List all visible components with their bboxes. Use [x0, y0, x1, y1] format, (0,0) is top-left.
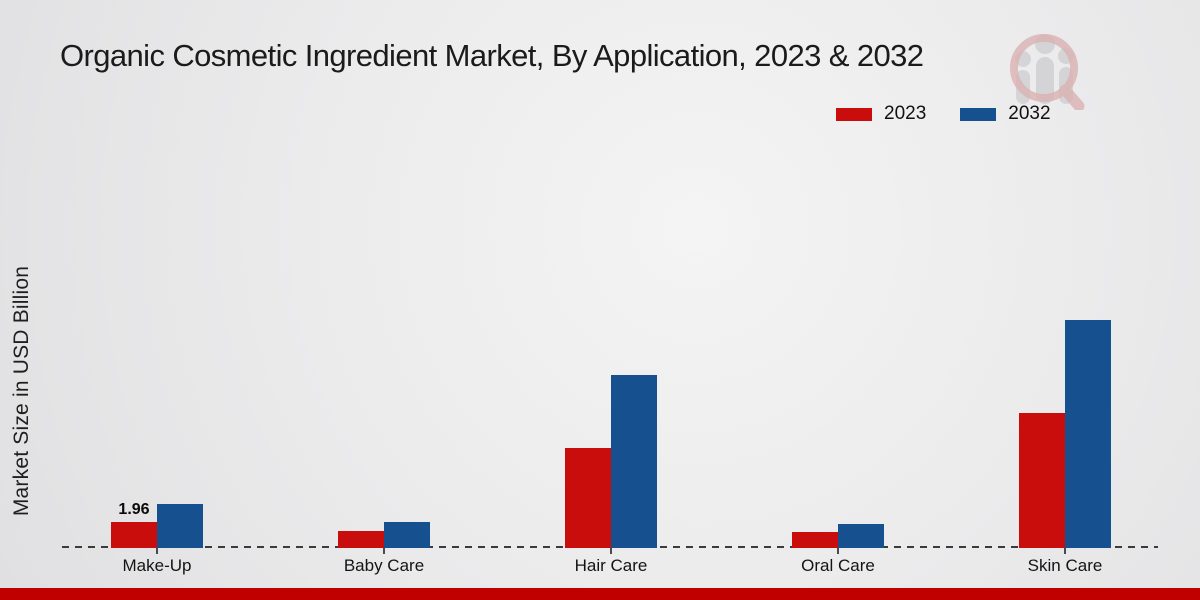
- x-axis-tick-skin-care: [1064, 548, 1066, 554]
- bar-value-label-2023-make-up: 1.96: [118, 500, 150, 518]
- x-axis-tick-oral-care: [837, 548, 839, 554]
- category-label-hair-care: Hair Care: [574, 556, 648, 575]
- bar-2023-baby-care: [338, 531, 384, 548]
- bar-2032-make-up: [157, 504, 203, 548]
- category-label-oral-care: Oral Care: [801, 556, 875, 575]
- legend-label-2032: 2032: [1008, 103, 1051, 124]
- bar-2023-hair-care: [565, 447, 611, 548]
- legend-item-2023: 2023: [836, 103, 926, 125]
- legend-item-2032: 2032: [960, 103, 1051, 125]
- legend-swatch-2023: [836, 107, 872, 121]
- category-label-make-up: Make-Up: [122, 556, 192, 575]
- x-axis-tick-baby-care: [383, 548, 385, 554]
- x-axis-tick-make-up: [156, 548, 158, 554]
- bar-2023-make-up: [111, 521, 157, 548]
- legend-swatch-2032: [960, 107, 997, 121]
- category-label-skin-care: Skin Care: [1027, 556, 1103, 575]
- bar-2032-hair-care: [611, 375, 657, 548]
- x-axis-tick-hair-care: [610, 548, 612, 554]
- bar-2032-baby-care: [384, 521, 430, 548]
- chart-title: Organic Cosmetic Ingredient Market, By A…: [60, 38, 924, 73]
- bar-2032-skin-care: [1065, 320, 1111, 548]
- bottom-accent-bar: [0, 588, 1200, 600]
- category-label-baby-care: Baby Care: [343, 556, 425, 575]
- legend: 2023 2032: [836, 103, 1051, 125]
- legend-label-2023: 2023: [884, 103, 927, 124]
- brand-watermark-logo: [1010, 34, 1085, 110]
- bar-2023-skin-care: [1019, 413, 1065, 548]
- bar-2032-oral-care: [838, 523, 884, 548]
- bar-2023-oral-care: [792, 532, 838, 548]
